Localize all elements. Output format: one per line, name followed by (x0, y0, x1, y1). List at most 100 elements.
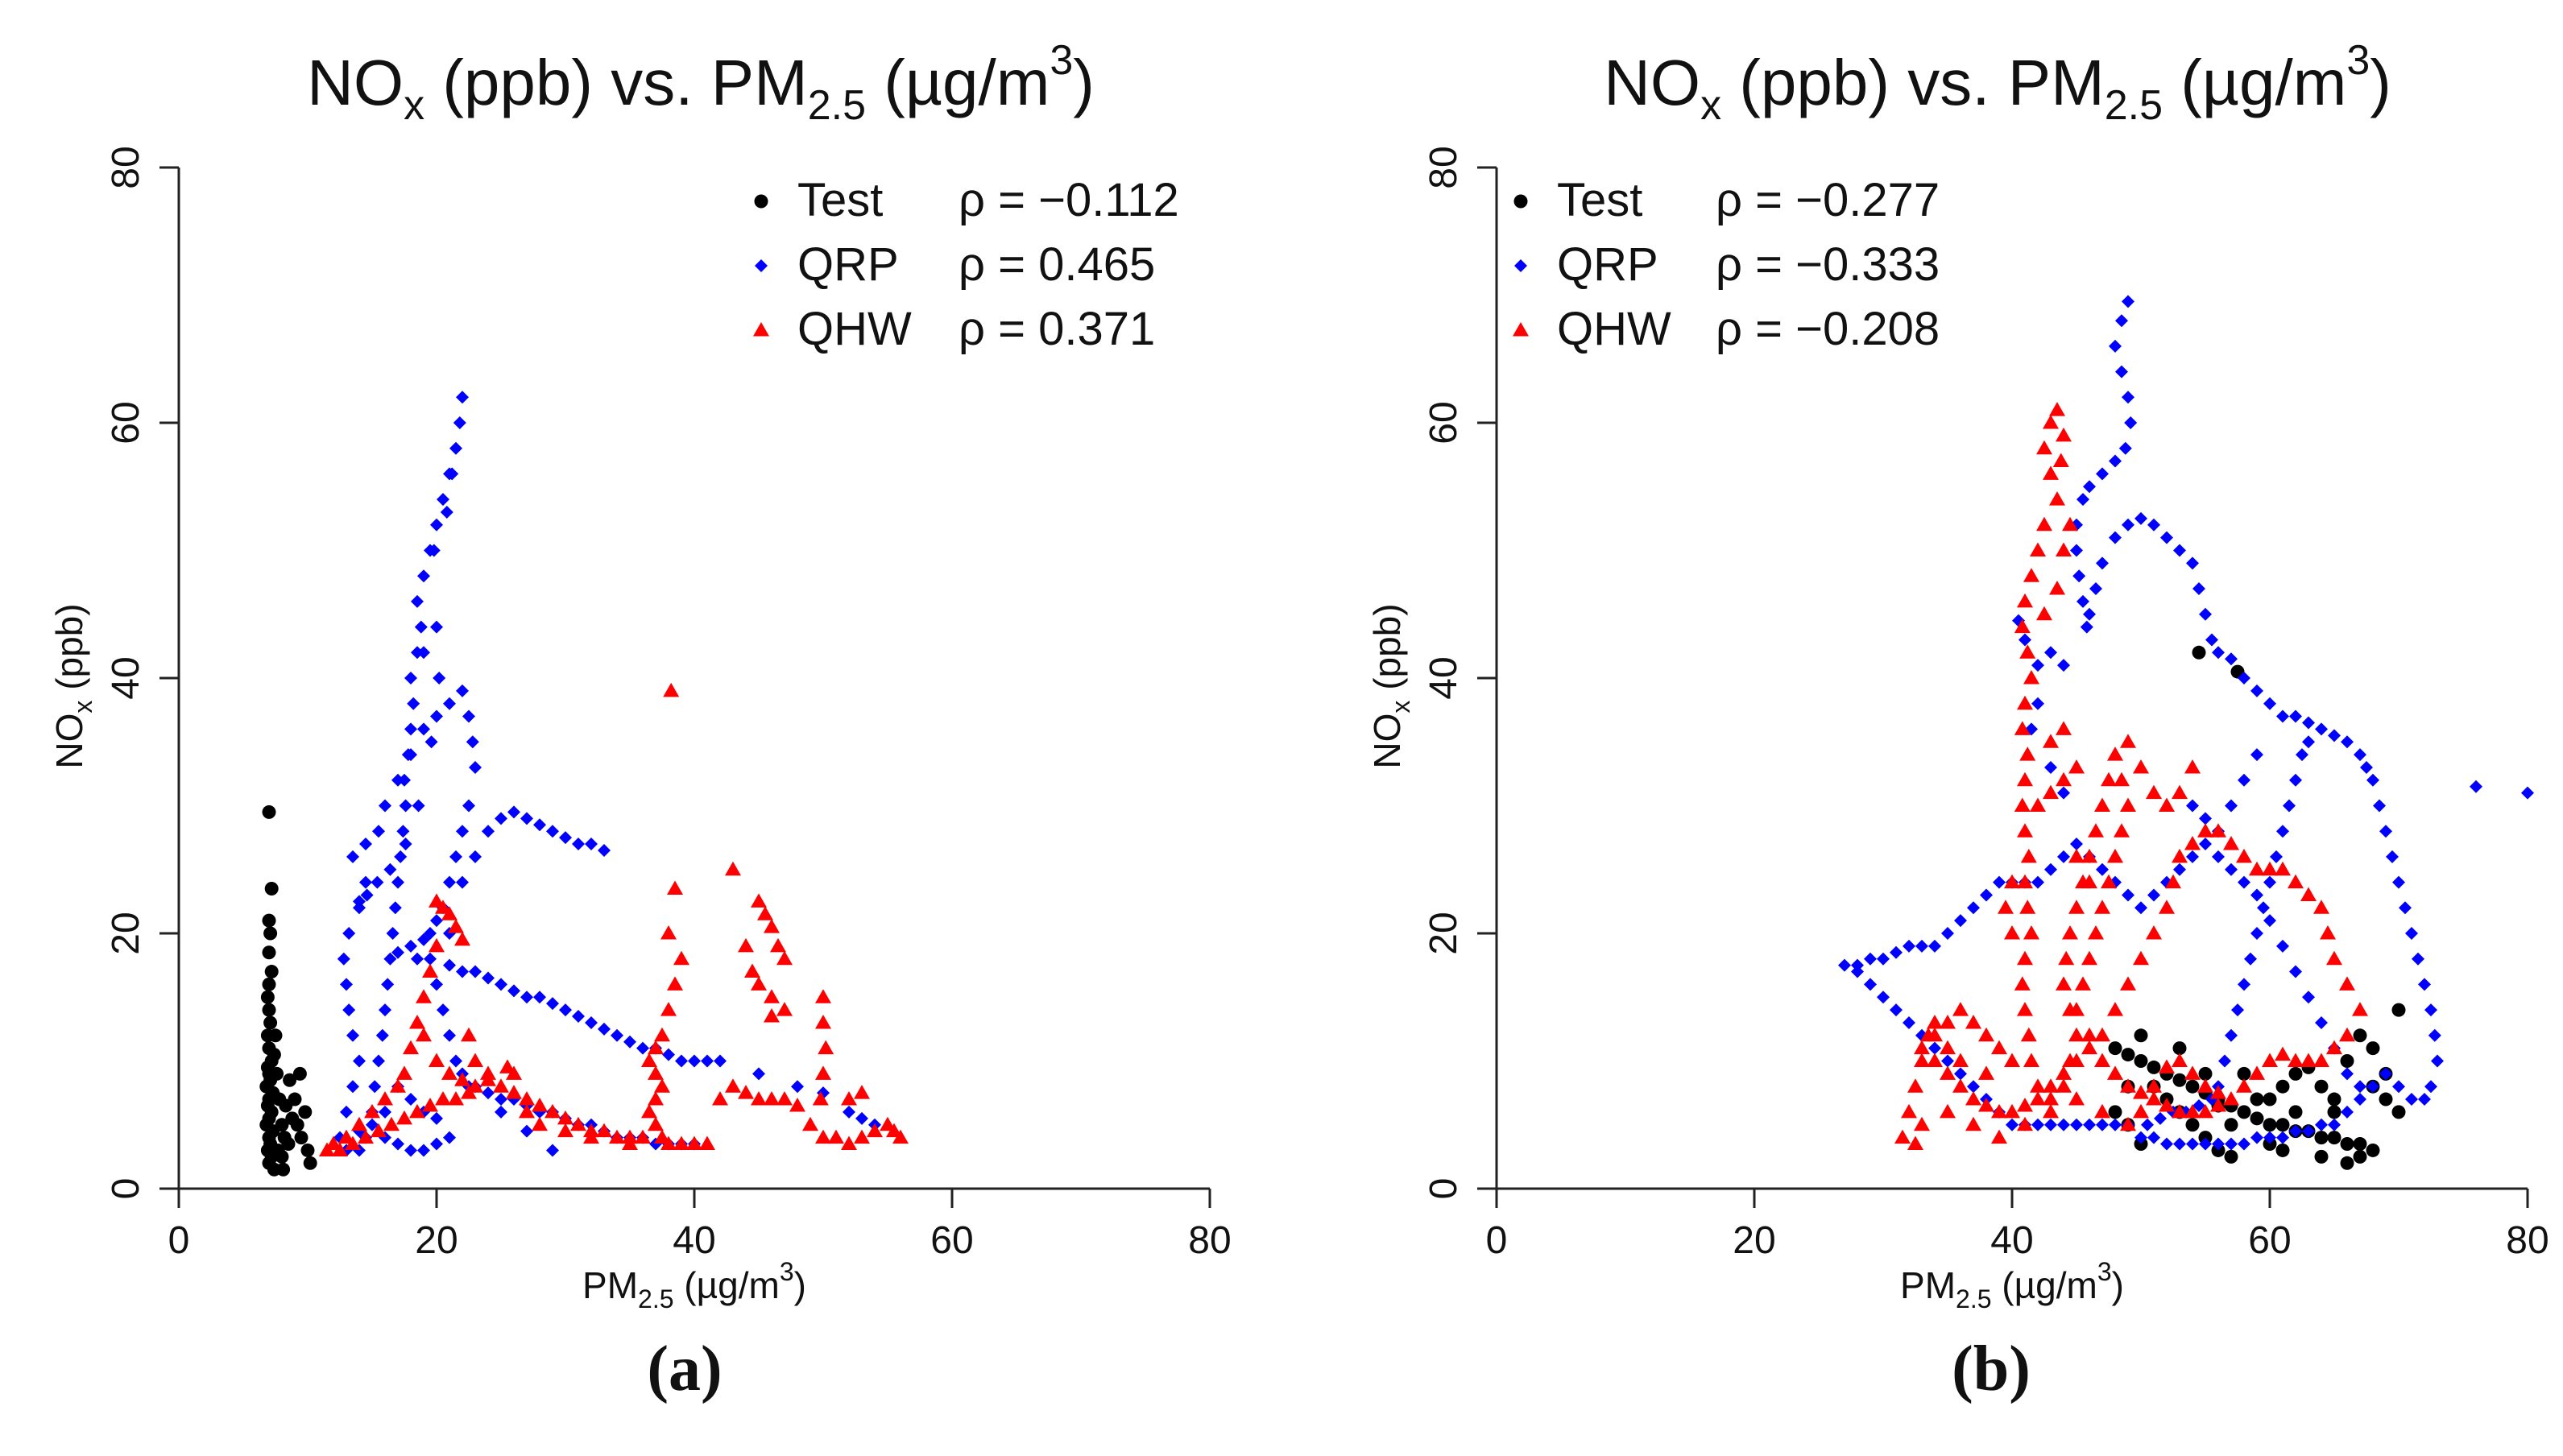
data-point-qrp (2186, 799, 2199, 813)
data-point-qhw (2223, 836, 2239, 850)
legend-rho-qrp: ρ = −0.333 (1716, 238, 1940, 291)
data-point-qhw (2184, 1103, 2201, 1119)
data-point-qhw (648, 1091, 664, 1106)
data-point-qrp (346, 1028, 359, 1042)
data-point-qrp (433, 672, 446, 685)
data-point-qrp (404, 1144, 417, 1157)
data-point-qhw (1952, 1053, 1969, 1067)
data-point-qhw (1907, 1135, 1923, 1151)
data-point-qhw (2004, 925, 2020, 940)
data-point-qhw (2172, 1103, 2188, 1119)
data-point-qhw (454, 1072, 470, 1086)
data-point-qhw (2017, 874, 2033, 889)
data-point-qhw (2210, 1097, 2226, 1112)
data-point-qrp (2250, 748, 2263, 762)
data-point-qhw (2056, 976, 2072, 991)
data-point-qhw (338, 1129, 354, 1144)
data-point-qrp (2424, 1003, 2437, 1017)
data-point-qhw (2088, 925, 2104, 940)
data-point-test (2263, 1118, 2277, 1132)
data-point-qhw (2052, 453, 2069, 468)
data-point-qrp (443, 958, 456, 972)
data-point-qrp (714, 1054, 727, 1068)
data-point-qhw (429, 893, 445, 908)
data-point-qhw (2058, 950, 2075, 966)
data-point-qhw (815, 1014, 831, 1029)
data-point-qrp (386, 927, 400, 940)
data-point-qhw (1901, 1103, 1917, 1119)
data-point-qhw (403, 1040, 419, 1055)
data-point-qhw (1978, 1027, 1994, 1042)
data-point-qrp (2173, 862, 2186, 876)
data-point-test (2314, 1149, 2329, 1164)
data-point-qrp (430, 914, 443, 928)
chart-title: NOx (ppb) vs. PM2.5 (µg/m3) (307, 37, 1095, 129)
data-point-qrp (2199, 812, 2212, 825)
data-point-qhw (609, 1129, 625, 1144)
data-point-qrp (2044, 1118, 2057, 1131)
data-point-qhw (2017, 823, 2033, 838)
x-tick-label: 20 (1733, 1219, 1775, 1262)
data-point-test (2224, 1118, 2238, 1132)
data-point-qhw (2197, 1078, 2213, 1093)
data-point-qhw (854, 1129, 870, 1144)
data-point-test (2340, 1054, 2354, 1068)
data-point-test (2108, 1105, 2122, 1119)
data-point-test (2250, 1092, 2264, 1106)
data-point-qrp (391, 1137, 404, 1151)
data-point-qrp (559, 831, 572, 845)
data-point-qrp (2289, 965, 2302, 978)
series-qrp (333, 391, 881, 1157)
data-point-qrp (340, 1105, 353, 1119)
data-point-qhw (815, 1065, 831, 1080)
data-point-qhw (841, 1135, 857, 1151)
series-qrp (1838, 295, 2534, 1151)
chart-panel-b: NOx (ppb) vs. PM2.5 (µg/m3) 0 20 40 60 80 0 20 4… (1366, 37, 2549, 1313)
data-point-test (276, 1162, 291, 1177)
data-point-qhw (770, 937, 786, 953)
data-point-qrp (533, 818, 546, 832)
data-point-qhw (2019, 644, 2036, 659)
data-point-qrp (417, 646, 430, 660)
data-point-qrp (2031, 697, 2044, 710)
data-point-qrp (417, 569, 430, 583)
data-point-test (2391, 1003, 2406, 1017)
data-point-qhw (2023, 670, 2039, 685)
data-point-qrp (337, 952, 350, 966)
legend-label-qrp: QRP (797, 238, 899, 291)
data-point-qhw (2146, 925, 2162, 940)
data-point-qrp (430, 709, 443, 723)
data-point-qrp (2373, 799, 2386, 813)
data-point-qrp (2392, 875, 2405, 889)
data-point-qhw (1907, 1078, 1923, 1093)
data-point-qrp (353, 1054, 366, 1068)
y-axis-label: NOx (ppb) (1366, 603, 1415, 768)
data-point-qhw (2249, 861, 2265, 876)
data-point-qrp (2341, 1105, 2354, 1119)
data-point-test (2391, 1105, 2406, 1119)
data-point-qrp (2122, 391, 2134, 404)
data-point-qrp (2186, 1137, 2199, 1151)
legend-label-qhw: QHW (1557, 303, 1671, 355)
data-point-qrp (2289, 1124, 2302, 1138)
data-point-qrp (340, 978, 353, 991)
data-point-qhw (2068, 1091, 2085, 1106)
data-point-qrp (1993, 875, 2006, 889)
data-point-qhw (764, 989, 780, 1003)
data-point-qhw (2017, 950, 2033, 966)
x-tick-label: 0 (168, 1219, 190, 1262)
legend-rho-test: ρ = −0.277 (1716, 174, 1940, 226)
data-point-qhw (2056, 721, 2072, 735)
data-point-qhw (2114, 771, 2130, 787)
legend-label-test: Test (797, 174, 883, 226)
data-point-qhw (2159, 797, 2175, 812)
data-point-qhw (2120, 1078, 2136, 1093)
data-point-test (262, 945, 276, 960)
data-point-qhw (686, 1135, 702, 1151)
data-point-qrp (2315, 722, 2328, 736)
data-point-qhw (2300, 887, 2317, 901)
data-point-test (281, 1137, 296, 1152)
data-point-test (2366, 1143, 2380, 1157)
data-point-qhw (660, 1135, 677, 1151)
data-point-qrp (2276, 709, 2289, 723)
